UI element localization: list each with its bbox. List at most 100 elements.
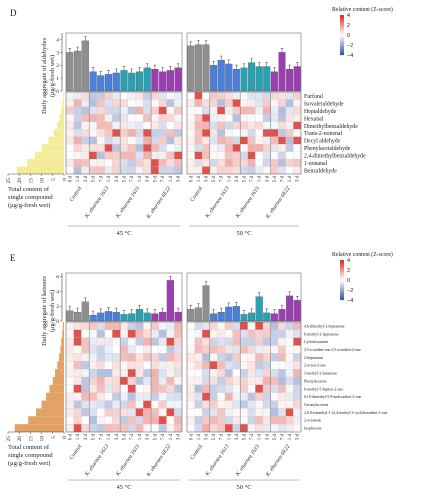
heat-cell [81,416,90,425]
heat-cell [150,99,159,108]
legend-swatch [340,288,344,291]
heat-cell [232,329,241,338]
heat-cell [217,369,226,378]
heat-cell [202,384,210,393]
heat-cell [194,345,203,354]
heat-cell [293,424,302,433]
heat-cell [120,384,128,393]
heat-cell [224,361,233,370]
heat-cell [240,329,248,338]
heat-cell [81,158,90,167]
heat-cell [293,353,302,362]
heat-cell [232,136,241,145]
heat-cell [224,158,233,167]
legend-swatch [340,31,344,34]
histogram-bar [46,392,64,401]
heat-cell [186,353,195,362]
histogram-bar [14,424,64,432]
heat-cell [104,329,113,338]
heat-cell [158,114,167,122]
heat-cell [143,121,152,130]
heat-cell [262,158,271,167]
heat-cell [285,129,294,137]
heat-cell [112,424,121,433]
heat-cell [96,416,105,425]
heat-cell [96,361,105,370]
heat-cell [120,91,128,100]
heat-cell [120,99,128,108]
heat-cell [73,369,82,378]
legend-swatch [340,43,344,46]
heat-cell [81,144,90,152]
heat-cell [285,361,294,370]
heat-cell [150,121,159,130]
day-label: 1 d [197,176,202,183]
bar [286,295,294,322]
heat-cell [89,353,98,362]
heat-cell [209,416,218,425]
compound-label: Benzaldehyde [304,169,337,175]
compound-label: 6,10-dimethyl-5,9-undecadien-2-one [304,395,362,400]
heat-cell [65,376,74,385]
heat-cell [217,384,226,393]
bar [225,63,233,92]
heat-cell [135,384,144,393]
day-label: 3 d [177,434,182,441]
day-label: 1 d [76,176,81,183]
heat-cell [127,384,136,393]
bar [159,71,167,92]
heat-cell [270,136,279,145]
heat-cell [224,114,233,122]
heat-cell [202,91,210,100]
legend-swatch [340,29,344,32]
heat-cell [262,114,271,122]
heat-cell [81,129,90,137]
legend-swatch [340,274,344,277]
heat-cell [255,114,264,122]
heat-cell [73,136,82,145]
heat-cell [73,99,82,108]
heat-cell [174,329,183,338]
heat-cell [166,151,175,160]
heat-cell [89,384,98,393]
heat-cell [232,424,241,433]
heat-cell [232,151,241,160]
heat-cell [285,121,294,130]
day-label: 7 d [130,434,135,441]
heat-cell [89,151,98,160]
bar [232,68,240,92]
compound-label: Geranylacetone [304,403,329,407]
heat-cell [96,321,105,330]
legend-swatch [340,21,344,24]
heat-cell [104,384,113,393]
heat-cell [240,136,248,145]
heat-cell [232,106,241,115]
heat-cell [96,114,105,122]
histogram-bar [59,114,64,122]
heat-cell [104,369,113,378]
heat-cell [293,144,302,152]
heat-cell [127,151,136,160]
heat-cell [285,408,294,417]
heat-cell [112,166,121,175]
heat-cell [285,369,294,378]
heat-cell [150,158,159,167]
bar [210,313,218,322]
heat-cell [202,424,210,433]
heat-cell [278,329,286,338]
heat-cell [217,416,226,425]
heat-cell [240,166,248,175]
heat-cell [112,400,121,409]
heat-cell [255,376,264,385]
heat-cell [127,321,136,330]
group-label: K. eburnea 1615 [115,444,142,479]
heat-cell [65,392,74,401]
heat-cell [104,392,113,401]
heat-cell [247,400,256,409]
heat-cell [202,337,210,346]
heat-cell [224,106,233,115]
heat-cell [81,329,90,338]
heat-cell [127,376,136,385]
heat-cell [262,106,271,115]
heat-cell [217,337,226,346]
